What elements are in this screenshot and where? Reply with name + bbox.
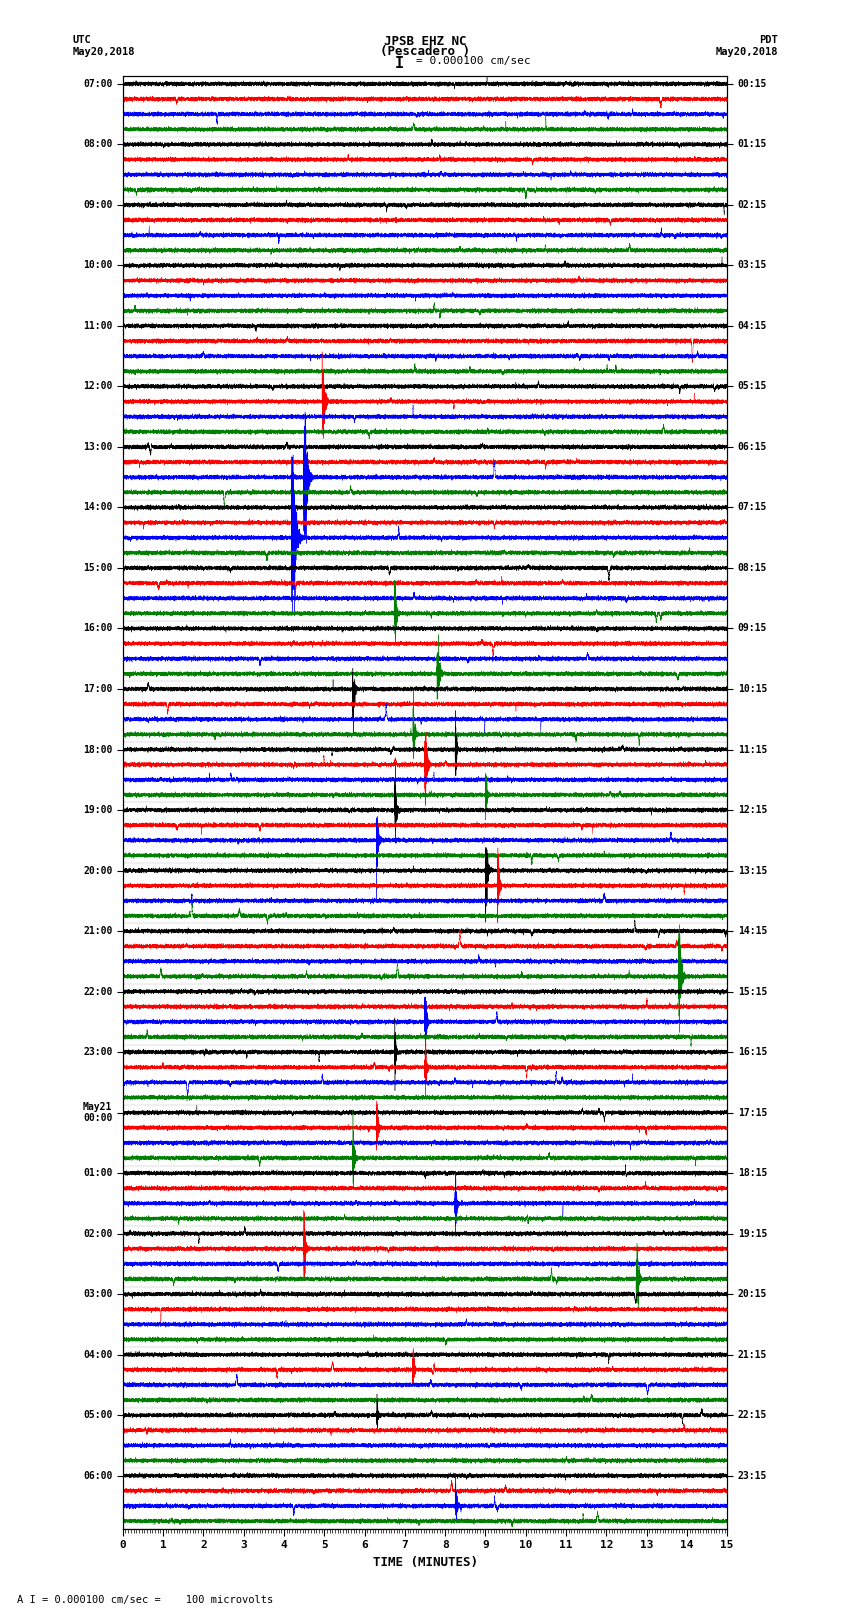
- Text: JPSB EHZ NC: JPSB EHZ NC: [383, 35, 467, 48]
- Text: PDT: PDT: [759, 35, 778, 45]
- Text: = 0.000100 cm/sec: = 0.000100 cm/sec: [416, 56, 531, 66]
- Text: I: I: [395, 56, 404, 71]
- Text: A I = 0.000100 cm/sec =    100 microvolts: A I = 0.000100 cm/sec = 100 microvolts: [17, 1595, 273, 1605]
- Text: UTC: UTC: [72, 35, 91, 45]
- Text: (Pescadero ): (Pescadero ): [380, 45, 470, 58]
- Text: May20,2018: May20,2018: [715, 47, 778, 56]
- Text: May20,2018: May20,2018: [72, 47, 135, 56]
- X-axis label: TIME (MINUTES): TIME (MINUTES): [372, 1557, 478, 1569]
